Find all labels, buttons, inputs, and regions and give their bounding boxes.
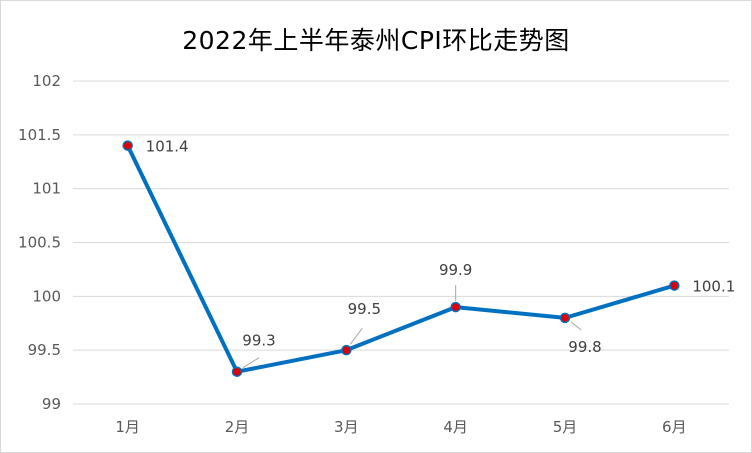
x-tick-label: 1月 (115, 418, 140, 436)
data-label: 100.1 (692, 278, 735, 296)
series-line (125, 143, 677, 374)
data-point (341, 344, 352, 356)
data-point (231, 366, 243, 377)
y-tick-label: 101 (32, 180, 61, 198)
data-label: 99.5 (348, 300, 381, 318)
data-label: 101.4 (146, 138, 189, 156)
chart-title: 2022年上半年泰州CPI环比走势图 (182, 26, 570, 55)
data-label: 99.8 (568, 338, 601, 356)
y-tick-label: 99 (42, 395, 61, 413)
data-point (450, 301, 461, 313)
y-tick-label: 100 (32, 287, 61, 305)
x-tick-label: 6月 (662, 418, 687, 436)
x-tick-label: 4月 (443, 418, 468, 436)
y-tick-label: 102 (32, 72, 61, 90)
data-point (669, 280, 680, 291)
y-tick-label: 100.5 (18, 234, 61, 252)
data-label-leader (242, 357, 260, 369)
x-tick-label: 5月 (553, 418, 578, 436)
data-point (122, 140, 133, 151)
x-tick-label: 3月 (334, 418, 359, 436)
y-tick-label: 99.5 (28, 341, 61, 359)
data-label: 99.9 (439, 261, 472, 279)
x-tick-label: 2月 (225, 418, 250, 436)
data-point (559, 312, 571, 324)
y-tick-label: 101.5 (18, 126, 61, 144)
data-label-leader (349, 327, 363, 345)
data-label: 99.3 (242, 332, 275, 350)
data-label-leader (570, 321, 582, 331)
